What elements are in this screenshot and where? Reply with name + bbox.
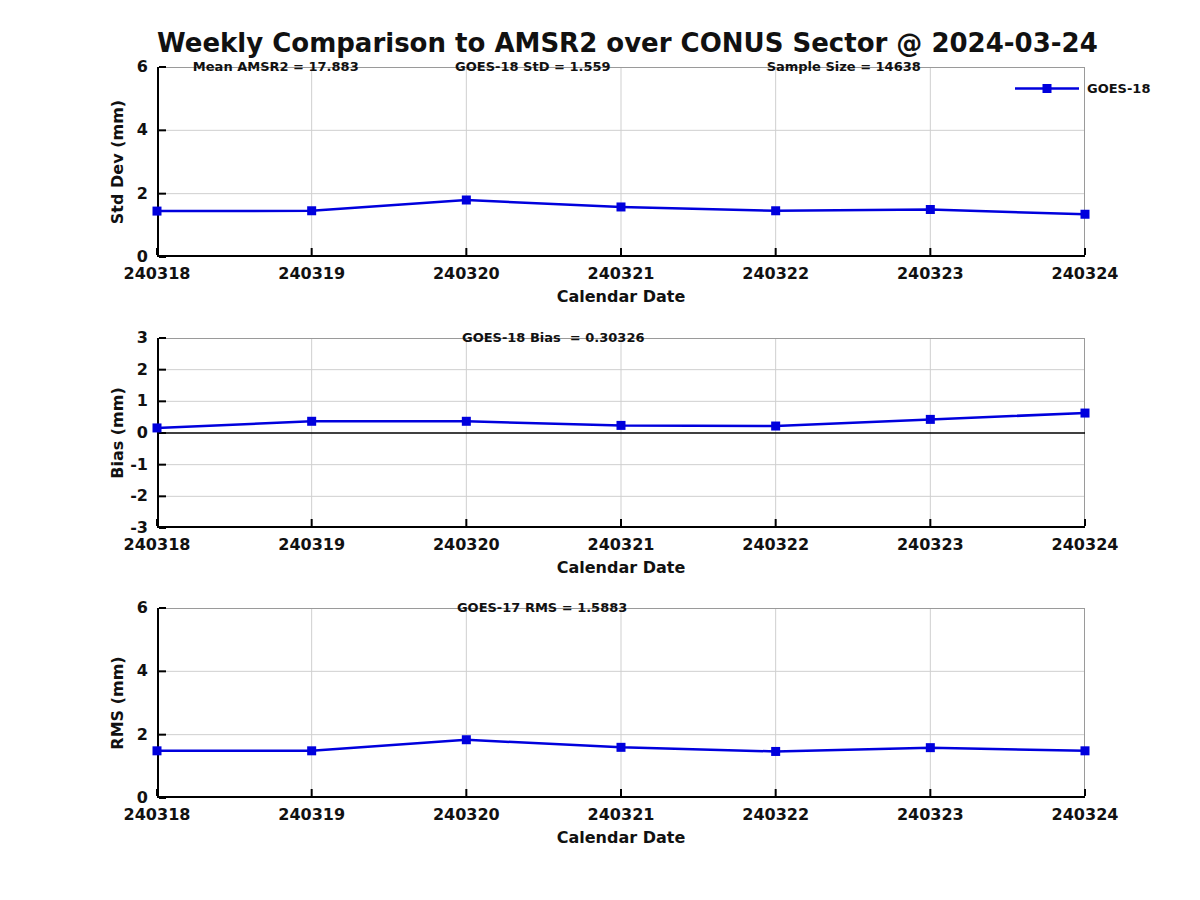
y-tick-label: 1 [0, 390, 148, 412]
figure: Weekly Comparison to AMSR2 over CONUS Se… [0, 0, 1200, 900]
x-tick-label: 240319 [257, 535, 367, 555]
data-point-marker [771, 422, 780, 431]
data-point-marker [1081, 210, 1090, 219]
legend-label: GOES-18 [1087, 81, 1150, 96]
x-tick-label: 240324 [1030, 535, 1140, 555]
data-point-marker [1081, 409, 1090, 418]
data-point-marker [1081, 746, 1090, 755]
data-point-marker [462, 735, 471, 744]
subplot-rms [157, 608, 1085, 798]
x-tick-label: 240324 [1030, 805, 1140, 825]
y-tick-label: 6 [0, 597, 148, 619]
x-tick-label: 240322 [721, 805, 831, 825]
x-tick-label: 240321 [566, 805, 676, 825]
data-point-marker [926, 415, 935, 424]
y-tick-label: 3 [0, 327, 148, 349]
data-point-marker [617, 743, 626, 752]
y-axis-label-std-dev: Std Dev (mm) [107, 67, 129, 257]
data-point-marker [307, 746, 316, 755]
x-tick-label: 240318 [102, 264, 212, 284]
x-axis-label-std-dev: Calendar Date [511, 287, 731, 306]
y-tick-label: -2 [0, 485, 148, 507]
x-tick-label: 240323 [875, 264, 985, 284]
annotation: GOES-18 StD = 1.559 [373, 59, 693, 75]
x-tick-label: 240324 [1030, 264, 1140, 284]
annotation: GOES-17 RMS = 1.5883 [382, 600, 702, 616]
x-tick-label: 240321 [566, 264, 676, 284]
y-axis-label-rms: RMS (mm) [107, 608, 129, 798]
y-tick-label: 0 [0, 422, 148, 444]
x-tick-label: 240319 [257, 805, 367, 825]
data-point-marker [617, 421, 626, 430]
data-point-marker [307, 206, 316, 215]
data-point-marker [462, 417, 471, 426]
data-point-marker [926, 743, 935, 752]
figure-title: Weekly Comparison to AMSR2 over CONUS Se… [157, 28, 1085, 58]
x-tick-label: 240321 [566, 535, 676, 555]
y-tick-label: 2 [0, 359, 148, 381]
data-point-marker [153, 207, 162, 216]
x-axis-label-bias: Calendar Date [511, 558, 731, 577]
data-point-marker [617, 202, 626, 211]
x-tick-label: 240320 [411, 535, 521, 555]
data-point-marker [771, 747, 780, 756]
y-tick-label: 2 [0, 724, 148, 746]
data-point-marker [153, 746, 162, 755]
y-tick-label: -1 [0, 454, 148, 476]
x-tick-label: 240319 [257, 264, 367, 284]
x-tick-label: 240320 [411, 805, 521, 825]
x-tick-label: 240320 [411, 264, 521, 284]
data-point-marker [153, 423, 162, 432]
x-tick-label: 240323 [875, 805, 985, 825]
subplot-bias [157, 338, 1085, 528]
y-tick-label: 4 [0, 119, 148, 141]
data-point-marker [926, 205, 935, 214]
y-tick-label: 2 [0, 183, 148, 205]
annotation: Sample Size = 14638 [684, 59, 1004, 75]
subplot-std-dev [157, 67, 1085, 257]
data-point-marker [771, 206, 780, 215]
data-point-marker [462, 196, 471, 205]
annotation: GOES-18 Bias = 0.30326 [393, 330, 713, 346]
x-tick-label: 240322 [721, 264, 831, 284]
x-axis-label-rms: Calendar Date [511, 828, 731, 847]
data-point-marker [307, 417, 316, 426]
x-tick-label: 240322 [721, 535, 831, 555]
x-tick-label: 240318 [102, 535, 212, 555]
y-tick-label: 4 [0, 660, 148, 682]
x-tick-label: 240323 [875, 535, 985, 555]
x-tick-label: 240318 [102, 805, 212, 825]
